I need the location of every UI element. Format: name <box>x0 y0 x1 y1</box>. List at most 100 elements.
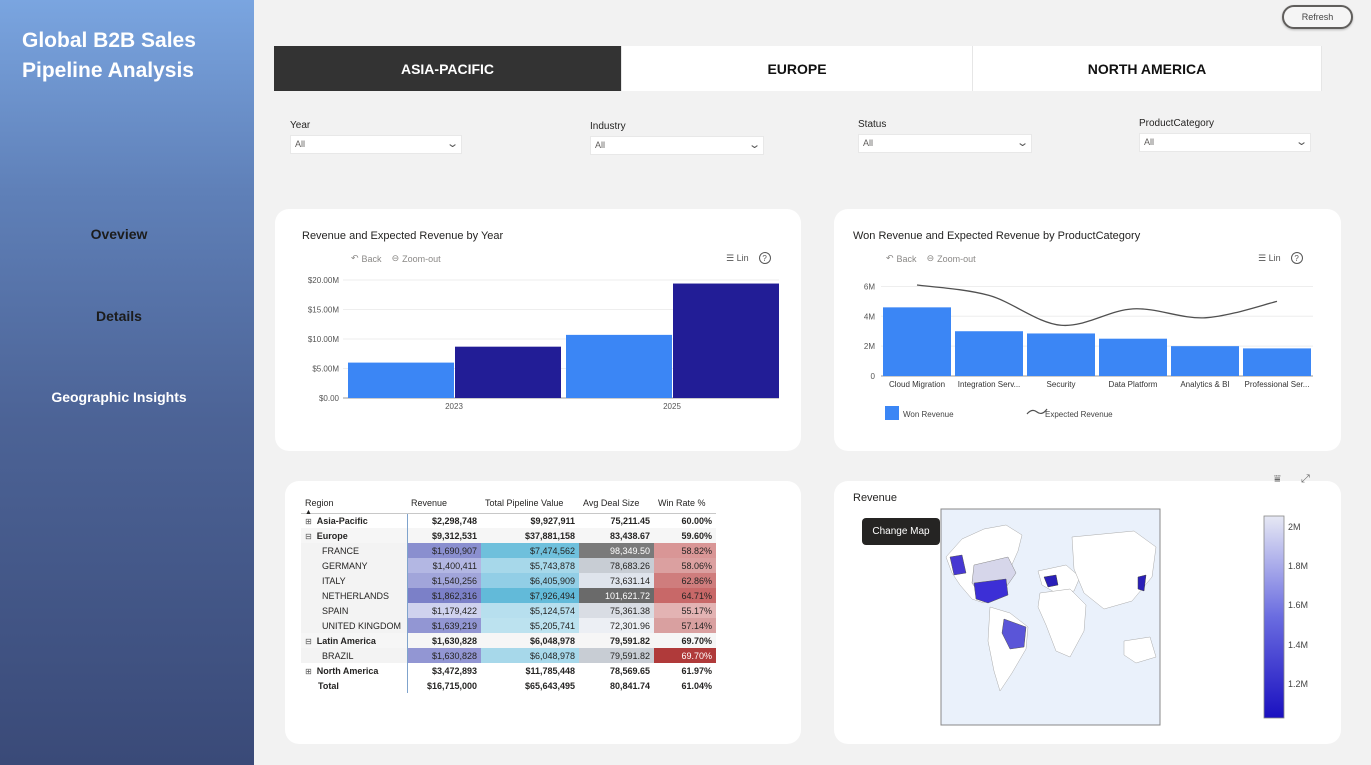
region-cell: UNITED KINGDOM <box>301 618 408 633</box>
header-pipeline[interactable]: Total Pipeline Value <box>481 493 579 514</box>
region-matrix: Region ▲ Revenue Total Pipeline Value Avg… <box>301 493 716 693</box>
refresh-button[interactable]: Refresh <box>1282 5 1353 29</box>
tab-north-america[interactable]: NORTH AMERICA <box>973 46 1322 91</box>
table-row[interactable]: GERMANY $1,400,411 $5,743,878 78,683.26 58.0… <box>301 558 716 573</box>
filter-industry: Industry All ⌄ <box>590 121 764 155</box>
app-title-line2: Pipeline Analysis <box>22 59 194 82</box>
back-button[interactable]: ↶ Back <box>351 253 382 264</box>
table-row[interactable]: SPAIN $1,179,422 $5,124,574 75,361.38 55.17% <box>301 603 716 618</box>
help-icon[interactable]: ? <box>1290 252 1303 264</box>
deal-cell: 73,631.14 <box>579 573 654 588</box>
list-icon: ☰ <box>1258 252 1267 263</box>
x-tick-label: Security <box>1047 380 1076 389</box>
won-revenue-card: Won Revenue and Expected Revenue by Prod… <box>834 209 1341 451</box>
bar <box>566 334 672 398</box>
collapse-icon[interactable]: ⊟ <box>305 636 312 646</box>
deal-cell: 98,349.50 <box>579 543 654 558</box>
pipeline-cell: $37,881,158 <box>481 528 579 543</box>
header-win-rate[interactable]: Win Rate % <box>654 493 716 514</box>
revenue-cell: $16,715,000 <box>426 680 477 691</box>
header-deal-size[interactable]: Avg Deal Size <box>579 493 654 514</box>
year-dropdown[interactable]: All ⌄ <box>290 135 462 154</box>
map-legend-gradient <box>1263 515 1285 719</box>
expand-icon[interactable]: ⊞ <box>305 666 312 676</box>
revenue-cell: $1,540,256 <box>407 573 481 588</box>
zoom-out-icon: ⊖ <box>391 253 400 263</box>
region-cell: ITALY <box>301 573 408 588</box>
status-dropdown[interactable]: All ⌄ <box>858 134 1032 153</box>
revenue-cell: $1,862,316 <box>407 588 481 603</box>
tab-europe[interactable]: EUROPE <box>622 46 973 91</box>
zoom-out-button[interactable]: ⊖ Zoom-out <box>927 253 976 264</box>
region-cell: ⊟ Europe <box>301 528 408 543</box>
table-row[interactable]: ⊟ Europe $9,312,531 $37,881,158 83,438.67 59.… <box>301 528 716 543</box>
table-row[interactable]: FRANCE $1,690,907 $7,474,562 98,349.50 58.82… <box>301 543 716 558</box>
legend-expected-label: Expected Revenue <box>1045 410 1113 419</box>
deal-cell: 75,361.38 <box>579 603 654 618</box>
matrix-body: ⊞ Asia-Pacific $2,298,748 $9,927,911 75,211.… <box>301 513 716 693</box>
back-arrow-icon: ↶ <box>351 253 359 263</box>
chart-toolbar: ↶ Back ⊖ Zoom-out <box>886 253 976 264</box>
y-tick-label: 4M <box>864 312 875 321</box>
tab-asia-pacific[interactable]: ASIA-PACIFIC <box>274 46 622 91</box>
revenue-cell: $1,630,828 <box>407 648 481 663</box>
nav-geographic-insights[interactable]: Geographic Insights <box>51 389 187 405</box>
region-cell: NETHERLANDS <box>301 588 408 603</box>
revenue-cell: $9,312,531 <box>407 528 481 543</box>
lin-button[interactable]: ☰ Lin <box>1258 253 1281 264</box>
zoom-out-label: Zoom-out <box>402 253 441 264</box>
japan-region <box>1137 574 1147 592</box>
deal-cell: 79,591.82 <box>579 633 654 648</box>
pipeline-cell: $9,927,911 <box>530 515 575 526</box>
table-row[interactable]: BRAZIL $1,630,828 $6,048,978 79,591.82 69.70… <box>301 648 716 663</box>
focus-mode-icon[interactable]: ⤢ <box>1301 473 1310 485</box>
filter-productcategory: ProductCategory All ⌄ <box>1139 118 1311 152</box>
bar <box>673 283 779 398</box>
back-label: Back <box>896 253 917 264</box>
pipeline-cell: $5,743,878 <box>481 558 579 573</box>
table-row[interactable]: UNITED KINGDOM $1,639,219 $5,205,741 72,301… <box>301 618 716 633</box>
help-icon[interactable]: ? <box>758 252 771 264</box>
change-map-button[interactable]: Change Map <box>862 518 940 545</box>
x-tick-label: Integration Serv... <box>958 380 1021 389</box>
win-cell: 57.14% <box>654 618 716 633</box>
header-revenue[interactable]: Revenue <box>407 493 481 514</box>
table-row[interactable]: NETHERLANDS $1,862,316 $7,926,494 101,621.7… <box>301 588 716 603</box>
revenue-map-card: Revenue ⩸ ⤢ 2M 1.8M 1.6M 1.4M 1.2M <box>834 473 1341 744</box>
back-button[interactable]: ↶ Back <box>886 253 917 264</box>
header-region[interactable]: Region ▲ <box>301 493 407 516</box>
matrix-header-row: Region ▲ Revenue Total Pipeline Value Avg… <box>301 493 716 516</box>
table-row[interactable]: ITALY $1,540,256 $6,405,909 73,631.14 62.86% <box>301 573 716 588</box>
brazil-region <box>1001 618 1027 650</box>
nav-details[interactable]: Details <box>96 308 142 324</box>
region-label: ITALY <box>322 575 346 586</box>
collapse-icon[interactable]: ⊟ <box>305 531 312 541</box>
legend-won-label: Won Revenue <box>903 410 954 419</box>
revenue-cell: $2,298,748 <box>431 515 477 526</box>
zoom-out-button[interactable]: ⊖ Zoom-out <box>392 253 441 264</box>
lin-button[interactable]: ☰ Lin <box>726 253 749 264</box>
nav-overview[interactable]: Oveview <box>90 226 148 242</box>
table-row[interactable]: ⊟ Latin America $1,630,828 $6,048,978 79,591… <box>301 633 716 648</box>
bar <box>955 331 1023 376</box>
revenue-cell: $1,690,907 <box>407 543 481 558</box>
revenue-cell: $1,400,411 <box>407 558 481 573</box>
expand-icon[interactable]: ⊞ <box>305 516 312 526</box>
filter-icon[interactable]: ⩸ <box>1274 473 1281 485</box>
region-label: BRAZIL <box>322 650 354 661</box>
chevron-down-icon: ⌄ <box>1015 137 1029 149</box>
table-row[interactable]: ⊞ North America $3,472,893 $11,785,448 78,56… <box>301 663 716 678</box>
industry-dropdown[interactable]: All ⌄ <box>590 136 764 155</box>
chart-options: ☰ Lin ? <box>726 252 771 264</box>
zoom-out-label: Zoom-out <box>937 253 976 264</box>
chevron-down-icon: ⌄ <box>1294 136 1308 148</box>
table-row[interactable]: ⊞ Asia-Pacific $2,298,748 $9,927,911 75,211.… <box>301 513 716 528</box>
table-row[interactable]: Total $16,715,000 $65,643,495 80,841.74 61.0… <box>301 678 716 693</box>
pipeline-cell: $5,205,741 <box>481 618 579 633</box>
pipeline-cell: $6,048,978 <box>481 648 579 663</box>
revenue-map[interactable]: 2M 1.8M 1.6M 1.4M 1.2M <box>834 481 1341 744</box>
y-tick-label: 0 <box>871 372 876 381</box>
y-tick-label: 2M <box>864 342 875 351</box>
region-label: North America <box>316 665 379 676</box>
productcategory-dropdown[interactable]: All ⌄ <box>1139 133 1311 152</box>
